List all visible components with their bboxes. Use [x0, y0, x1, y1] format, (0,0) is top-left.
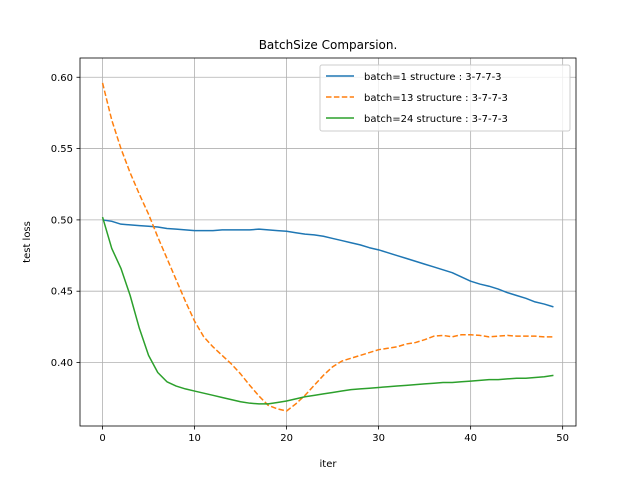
y-tick-label: 0.60: [51, 73, 73, 84]
y-tick-label: 0.50: [51, 215, 73, 226]
series-layer: [101, 82, 554, 412]
x-tick-label: 10: [188, 433, 201, 444]
x-tick-label: 0: [99, 433, 105, 444]
legend-label-batch-13: batch=13 structure : 3-7-7-3: [364, 93, 508, 104]
legend-label-batch-24: batch=24 structure : 3-7-7-3: [364, 114, 508, 125]
tick-layer: 0 10 20 30 40 50 0.40 0.45 0.50 0.55 0.60: [51, 73, 569, 444]
legend-label-batch-1: batch=1 structure : 3-7-7-3: [364, 72, 502, 83]
x-tick-label: 30: [372, 433, 385, 444]
chart-title: BatchSize Comparsion.: [259, 38, 398, 52]
legend-box: [319, 64, 571, 132]
y-axis-label: test loss: [22, 221, 33, 263]
plot-frame: [79, 57, 577, 427]
x-tick-label: 50: [556, 433, 569, 444]
series-line-batch-1: [102, 219, 554, 308]
x-tick-label: 40: [464, 433, 477, 444]
y-tick-label: 0.55: [51, 144, 73, 155]
x-axis-label: iter: [320, 459, 338, 470]
y-tick-label: 0.40: [51, 358, 73, 369]
legend: batch=1 structure : 3-7-7-3 batch=13 str…: [319, 64, 571, 132]
y-tick-label: 0.45: [51, 287, 73, 298]
series-line-batch-13: [101, 82, 554, 412]
series-line-batch-24: [101, 216, 554, 405]
x-tick-label: 20: [280, 433, 293, 444]
